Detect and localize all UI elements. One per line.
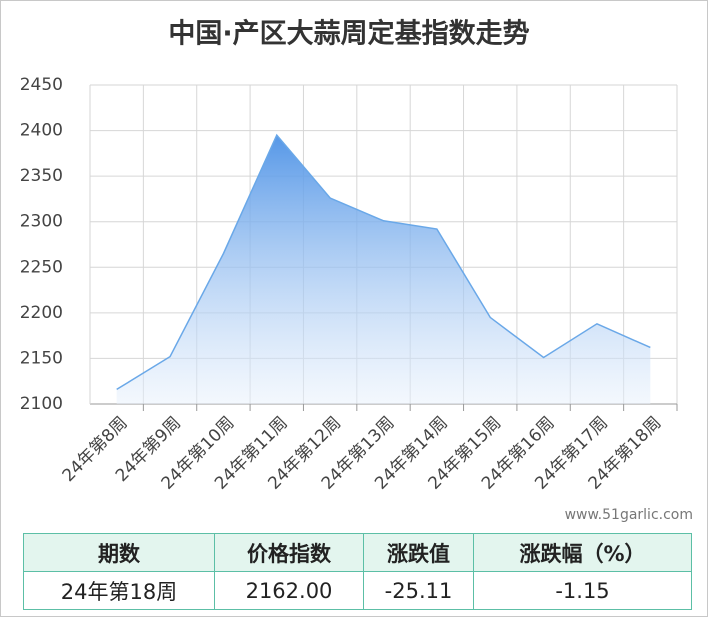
table-row: 24年第18周 2162.00 -25.11 -1.15 (23, 571, 692, 610)
y-tick-label: 2150 (20, 348, 63, 368)
cell: -25.11 (363, 571, 474, 610)
table-header: 期数 价格指数 涨跌值 涨跌幅（%） (23, 533, 692, 572)
y-tick-label: 2350 (20, 166, 63, 186)
cell: 24年第18周 (23, 571, 215, 610)
cell: -1.15 (473, 571, 692, 610)
chart: 中国·产区大蒜周定基指数走势 www.51garlic.com 2100 2150… (20, 18, 693, 524)
y-tick-label: 2400 (20, 121, 63, 141)
header-cell: 涨跌幅（%） (473, 533, 692, 572)
header-cell: 期数 (23, 533, 215, 572)
y-tick-label: 2450 (20, 75, 63, 95)
chart-title: 中国·产区大蒜周定基指数走势 (168, 18, 529, 50)
watermark: www.51garlic.com (565, 507, 693, 523)
y-tick-label: 2250 (20, 257, 63, 277)
area (116, 135, 651, 404)
line (116, 133, 651, 391)
summary-table: 期数 价格指数 涨跌值 涨跌幅（%） 24年第18周 2162.00 -25.1… (23, 533, 692, 610)
header-cell: 涨跌值 (363, 533, 474, 572)
header-cell: 价格指数 (214, 533, 364, 572)
y-tick-label: 2100 (20, 394, 63, 414)
cell: 2162.00 (214, 571, 364, 610)
y-tick-label: 2200 (20, 303, 63, 323)
y-tick-label: 2300 (20, 212, 63, 232)
